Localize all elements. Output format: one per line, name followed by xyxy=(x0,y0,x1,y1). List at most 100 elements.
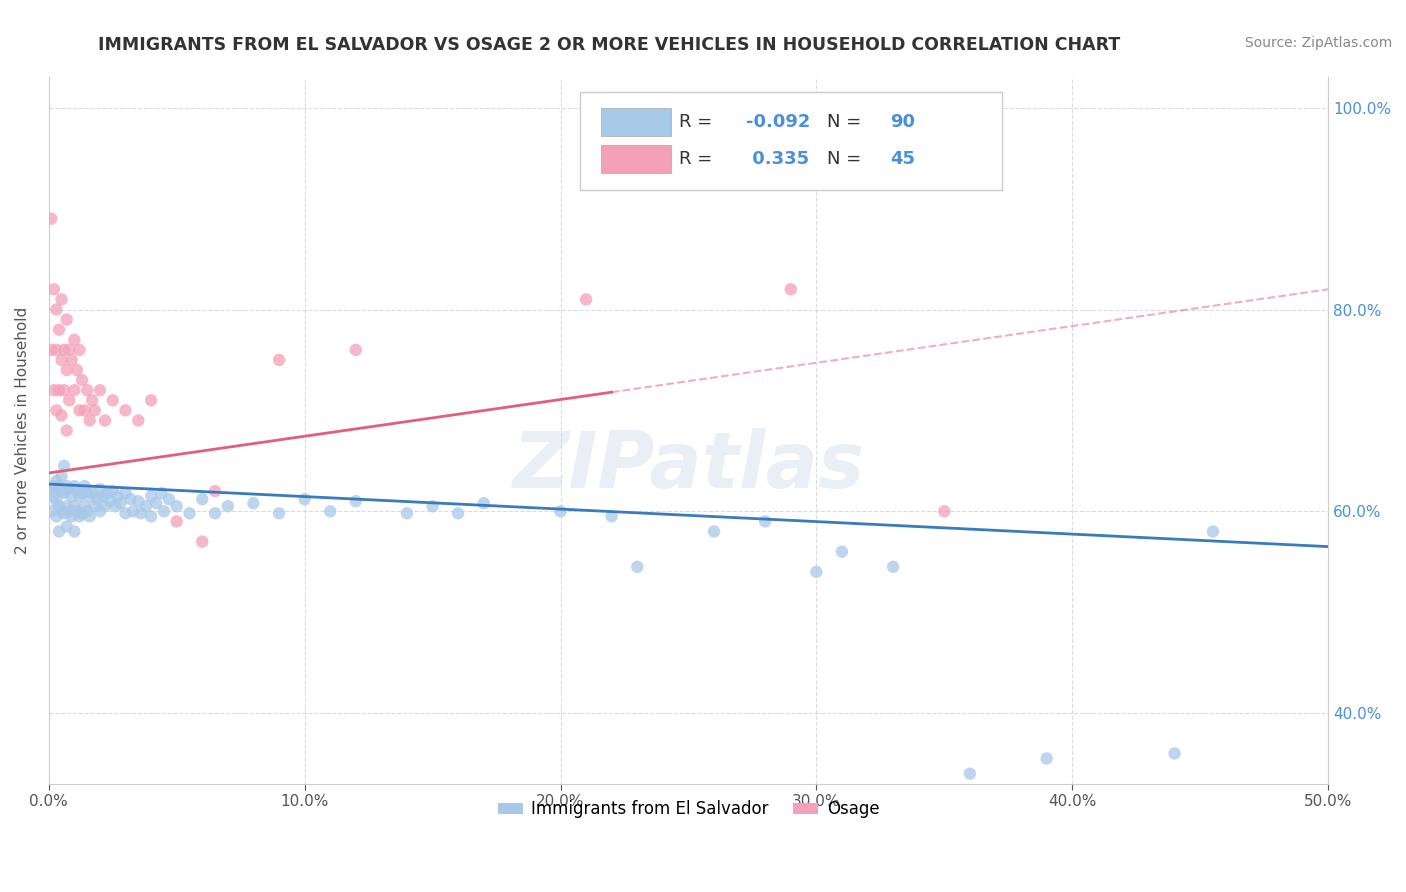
Point xyxy=(55,519,77,533)
Point xyxy=(135,500,157,514)
Text: R =: R = xyxy=(679,113,718,131)
Text: R =: R = xyxy=(679,150,718,168)
Point xyxy=(70,486,93,500)
Point xyxy=(82,393,104,408)
Point xyxy=(114,486,136,500)
Point xyxy=(319,504,342,518)
Point xyxy=(60,509,83,524)
Point xyxy=(110,496,132,510)
Point xyxy=(48,323,70,337)
Point xyxy=(73,479,96,493)
Point xyxy=(86,492,108,507)
Point xyxy=(191,492,214,507)
Point xyxy=(1202,524,1225,539)
Point xyxy=(45,302,67,317)
Point xyxy=(53,458,76,473)
Point xyxy=(66,484,89,499)
Text: N =: N = xyxy=(827,150,866,168)
Text: Source: ZipAtlas.com: Source: ZipAtlas.com xyxy=(1244,36,1392,50)
Point xyxy=(104,500,127,514)
Point xyxy=(51,293,73,307)
Point xyxy=(626,559,648,574)
Point xyxy=(53,383,76,397)
Point xyxy=(51,504,73,518)
Point xyxy=(70,506,93,520)
Point xyxy=(166,515,188,529)
Point xyxy=(395,506,418,520)
Point xyxy=(58,393,80,408)
Point xyxy=(39,211,62,226)
Text: N =: N = xyxy=(827,113,866,131)
Point xyxy=(55,312,77,326)
Point xyxy=(150,486,173,500)
Text: 90: 90 xyxy=(890,113,915,131)
Point xyxy=(94,413,117,427)
FancyBboxPatch shape xyxy=(602,145,671,173)
Point xyxy=(48,500,70,514)
Point xyxy=(55,500,77,514)
Point xyxy=(53,486,76,500)
Point xyxy=(267,353,290,368)
Point xyxy=(51,409,73,423)
Point xyxy=(45,474,67,488)
Point xyxy=(267,506,290,520)
Point xyxy=(806,565,828,579)
Point xyxy=(55,424,77,438)
Point xyxy=(139,489,162,503)
Point xyxy=(58,343,80,357)
Text: -0.092: -0.092 xyxy=(747,113,810,131)
Point xyxy=(101,484,124,499)
Point xyxy=(204,506,226,520)
Text: 45: 45 xyxy=(890,150,915,168)
Y-axis label: 2 or more Vehicles in Household: 2 or more Vehicles in Household xyxy=(15,307,30,554)
Point xyxy=(58,482,80,496)
Point xyxy=(83,500,105,514)
Point xyxy=(204,484,226,499)
Point xyxy=(94,500,117,514)
Point xyxy=(48,524,70,539)
Point xyxy=(600,509,623,524)
Point xyxy=(107,489,129,503)
Point xyxy=(53,343,76,357)
Point xyxy=(39,343,62,357)
Text: IMMIGRANTS FROM EL SALVADOR VS OSAGE 2 OR MORE VEHICLES IN HOUSEHOLD CORRELATION: IMMIGRANTS FROM EL SALVADOR VS OSAGE 2 O… xyxy=(98,36,1121,54)
Point xyxy=(63,479,86,493)
Point xyxy=(63,333,86,347)
Point xyxy=(53,506,76,520)
Point xyxy=(575,293,598,307)
Point xyxy=(60,353,83,368)
Point xyxy=(79,413,101,427)
Point xyxy=(89,504,111,518)
Point xyxy=(51,469,73,483)
Point xyxy=(447,506,470,520)
Point xyxy=(42,383,65,397)
Point xyxy=(55,479,77,493)
Point xyxy=(42,479,65,493)
Point xyxy=(191,534,214,549)
Point xyxy=(98,494,121,508)
Point xyxy=(127,413,149,427)
Point xyxy=(69,489,91,503)
Point xyxy=(82,486,104,500)
Point xyxy=(97,486,120,500)
Point xyxy=(39,484,62,499)
Point xyxy=(754,515,776,529)
FancyBboxPatch shape xyxy=(579,92,1002,191)
Point xyxy=(166,500,188,514)
Point xyxy=(153,504,176,518)
Point xyxy=(73,500,96,514)
Point xyxy=(831,544,853,558)
Point xyxy=(422,500,444,514)
Point xyxy=(959,766,981,780)
Point xyxy=(76,383,98,397)
Point xyxy=(114,506,136,520)
Point xyxy=(83,403,105,417)
Point xyxy=(145,496,167,510)
Point xyxy=(114,403,136,417)
Point xyxy=(51,353,73,368)
Point xyxy=(89,383,111,397)
Point xyxy=(179,506,201,520)
Point xyxy=(217,500,239,514)
Point xyxy=(60,489,83,503)
Point xyxy=(69,343,91,357)
